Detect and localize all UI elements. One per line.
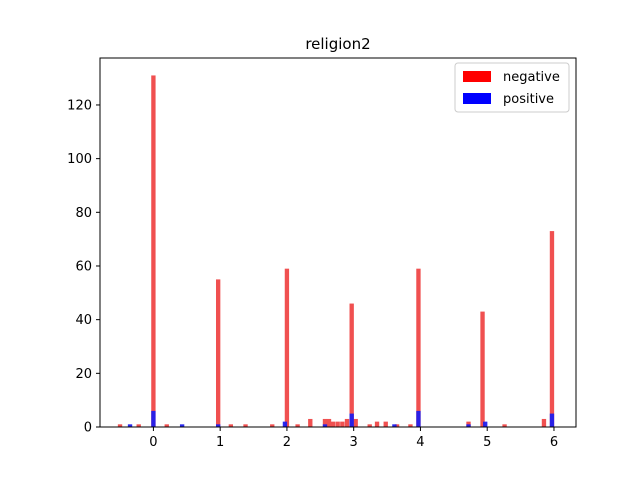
y-tick-label: 120 xyxy=(67,98,92,113)
x-tick-label: 4 xyxy=(416,435,424,450)
bar-negative xyxy=(344,418,350,427)
bar-negative xyxy=(216,279,221,427)
y-tick-label: 0 xyxy=(84,421,92,436)
bar-positive xyxy=(549,413,555,427)
bar-negative xyxy=(349,303,354,427)
x-tick-label: 0 xyxy=(149,435,157,450)
bar-negative xyxy=(136,424,141,427)
bar-negative xyxy=(284,268,290,427)
y-tick-label: 60 xyxy=(75,259,92,274)
y-tick-label: 80 xyxy=(75,206,92,221)
bar-negative xyxy=(228,424,234,427)
bar-negative xyxy=(322,418,328,427)
x-tick-label: 6 xyxy=(550,435,558,450)
legend-swatch-positive xyxy=(463,93,491,104)
axes-frame xyxy=(99,57,577,428)
bar-negative xyxy=(164,424,169,427)
bar-negative xyxy=(335,421,340,427)
bar-positive xyxy=(322,424,328,427)
bar-negative xyxy=(117,424,123,427)
bar-negative xyxy=(308,418,313,427)
bar-negative xyxy=(549,231,555,427)
y-tick-label: 100 xyxy=(67,152,92,167)
bar-negative xyxy=(243,424,248,427)
bar-negative xyxy=(502,424,507,427)
bar-positive xyxy=(349,413,354,427)
legend-label-negative: negative xyxy=(503,70,560,85)
bar-negative xyxy=(367,424,372,427)
x-axis: 0 1 2 3 4 5 6 xyxy=(149,427,558,450)
y-axis: 0 20 40 60 80 100 120 xyxy=(67,98,100,436)
y-tick-label: 40 xyxy=(75,313,92,328)
bar-positive xyxy=(127,424,133,427)
bar-negative xyxy=(374,421,380,427)
x-tick-label: 5 xyxy=(483,435,491,450)
bar-positive xyxy=(151,410,156,427)
chart-title: religion2 xyxy=(305,35,370,53)
legend-swatch-negative xyxy=(463,71,491,82)
legend: negative positive xyxy=(454,62,570,113)
bar-negative xyxy=(330,421,336,427)
bar-negative xyxy=(408,424,413,427)
bar-positive xyxy=(282,421,288,427)
bar-negative xyxy=(295,424,300,427)
bar-positive xyxy=(416,410,421,427)
x-tick-label: 1 xyxy=(216,435,224,450)
bar-negative xyxy=(480,311,485,427)
bar-negative xyxy=(541,418,547,427)
bar-negative xyxy=(151,75,156,427)
bar-negative xyxy=(326,418,332,427)
bars-layer xyxy=(117,75,555,427)
legend-label-positive: positive xyxy=(503,92,554,107)
bar-positive xyxy=(216,424,221,427)
y-tick-label: 20 xyxy=(75,367,92,382)
bar-positive xyxy=(466,424,471,427)
bar-negative xyxy=(270,424,275,427)
bar-negative xyxy=(416,268,421,427)
bar-positive xyxy=(392,424,397,427)
bar-negative xyxy=(394,424,400,427)
x-tick-label: 2 xyxy=(283,435,291,450)
bar-negative xyxy=(383,421,388,427)
bar-positive xyxy=(483,421,488,427)
bar-negative xyxy=(353,418,358,427)
bar-positive xyxy=(179,424,185,427)
x-tick-label: 3 xyxy=(350,435,358,450)
bar-negative xyxy=(466,421,471,427)
bar-negative xyxy=(340,421,345,427)
